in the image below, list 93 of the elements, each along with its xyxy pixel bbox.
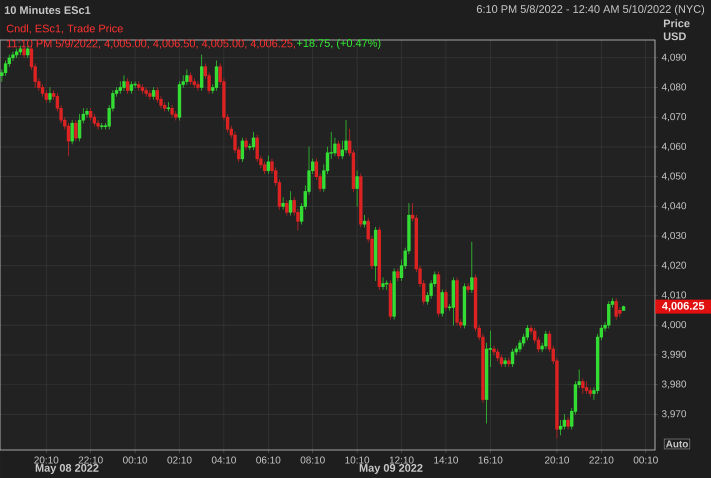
- y-tick-label: 3,980: [662, 380, 686, 389]
- candlestick: [188, 72, 192, 85]
- candlestick: [281, 197, 285, 210]
- candlestick: [455, 277, 459, 326]
- candlestick: [214, 60, 218, 91]
- chart-subtitle: 6:10 PM 5/8/2022 - 12:40 AM 5/10/2022 (NYC): [476, 4, 704, 16]
- candlestick: [462, 283, 466, 329]
- candlestick: [336, 140, 340, 160]
- x-tick-label: 22:10: [589, 456, 614, 464]
- candlestick: [48, 87, 52, 103]
- candlestick: [170, 104, 174, 118]
- candlestick: [200, 54, 204, 91]
- candlestick: [392, 268, 396, 320]
- annotation: 11:10 PM 5/9/2022, 4,005.00, 4,006.50, 4,005.00, 4,006.25,: [7, 39, 296, 49]
- candlestick: [126, 78, 130, 94]
- candlestick: [396, 268, 400, 281]
- candlestick: [252, 132, 256, 150]
- candlestick: [100, 122, 104, 130]
- x-tick-label: 16:10: [478, 456, 502, 464]
- chart-title: 10 Minutes ESc1: [4, 6, 90, 14]
- text: 4,006.25: [662, 302, 704, 312]
- candlestick: [152, 87, 156, 100]
- y-axis-title: Price USD: [664, 19, 690, 40]
- candlestick: [140, 84, 144, 94]
- annotation: +18.75, (+0.47%): [296, 38, 380, 50]
- x-tick-label: 10:10: [345, 456, 370, 464]
- candlestick: [14, 48, 18, 58]
- candlestick: [444, 289, 448, 311]
- x-tick-label: 14:10: [434, 456, 458, 464]
- candlestick: [388, 280, 392, 320]
- candlestick: [362, 214, 366, 228]
- text: May 09 2022: [360, 464, 423, 474]
- candlestick: [18, 46, 22, 56]
- y-tick-label: 4,030: [662, 232, 686, 240]
- candlestick: [144, 87, 148, 97]
- candlestick: [581, 378, 585, 394]
- candlestick: [122, 75, 126, 91]
- candlestick: [381, 277, 385, 290]
- candlestick: [130, 81, 134, 94]
- candlestick: [378, 226, 381, 290]
- candlestick: [507, 358, 511, 368]
- candlestick: [607, 301, 610, 329]
- x-tick-label: 20:10: [544, 456, 570, 464]
- candlestick: [503, 358, 507, 368]
- candlestick: [244, 138, 248, 150]
- y-tick-label: 4,070: [662, 113, 686, 122]
- text: Auto: [666, 440, 688, 448]
- text: Cndl, ESc1, Trade Price: [6, 24, 123, 34]
- x-tick-label: 04:10: [212, 456, 236, 464]
- candlestick: [452, 277, 456, 326]
- x-tick-label: 00:10: [123, 456, 148, 464]
- y-tick-label: 4,090: [662, 54, 686, 62]
- candlestick: [355, 170, 359, 207]
- candlestick: [26, 46, 30, 58]
- candlestick: [196, 81, 200, 91]
- candlestick: [148, 90, 152, 100]
- candlestick: [185, 69, 189, 85]
- y-tick-label: 4,040: [662, 202, 686, 210]
- x-tick-label: 22:10: [78, 456, 103, 464]
- candlestick: [566, 416, 570, 430]
- y-tick-label: 4,060: [662, 142, 686, 152]
- candlestick: [614, 298, 618, 320]
- y-tick-label: 4,000: [662, 321, 686, 330]
- candlestick: [584, 381, 588, 394]
- x-tick-label: 02:10: [167, 456, 192, 464]
- text: May 08 2022: [36, 464, 99, 474]
- y-tick-label: 4,020: [662, 262, 686, 270]
- x-tick-label: 06:10: [256, 456, 280, 464]
- candlestick: [470, 242, 474, 293]
- candlestick: [137, 81, 140, 91]
- y-tick-label: 4,050: [662, 172, 686, 181]
- candlestick: [288, 191, 292, 216]
- candlestick: [374, 226, 378, 281]
- candlestick: [359, 173, 362, 228]
- y-tick-label: 4,080: [662, 83, 686, 92]
- candlestick: [240, 138, 244, 162]
- candlestick: [285, 200, 288, 216]
- candlestick: [544, 330, 548, 350]
- candlestick: [22, 46, 26, 58]
- y-tick-label: 3,970: [662, 410, 686, 418]
- y-tick-label: 4,010: [662, 291, 686, 300]
- x-tick-label: 08:10: [300, 456, 325, 464]
- candlestick: [510, 348, 514, 368]
- candlestick: [436, 271, 440, 317]
- candlestick: [440, 289, 444, 317]
- x-tick-label: 00:10: [634, 456, 658, 464]
- x-tick-label: 12:10: [390, 456, 414, 464]
- x-tick-label: 20:10: [34, 456, 58, 464]
- candlestick: [466, 283, 470, 293]
- candlestick: [266, 156, 270, 174]
- y-tick-label: 3,990: [662, 350, 686, 360]
- candlestick: [70, 120, 74, 144]
- candlestick: [74, 120, 78, 142]
